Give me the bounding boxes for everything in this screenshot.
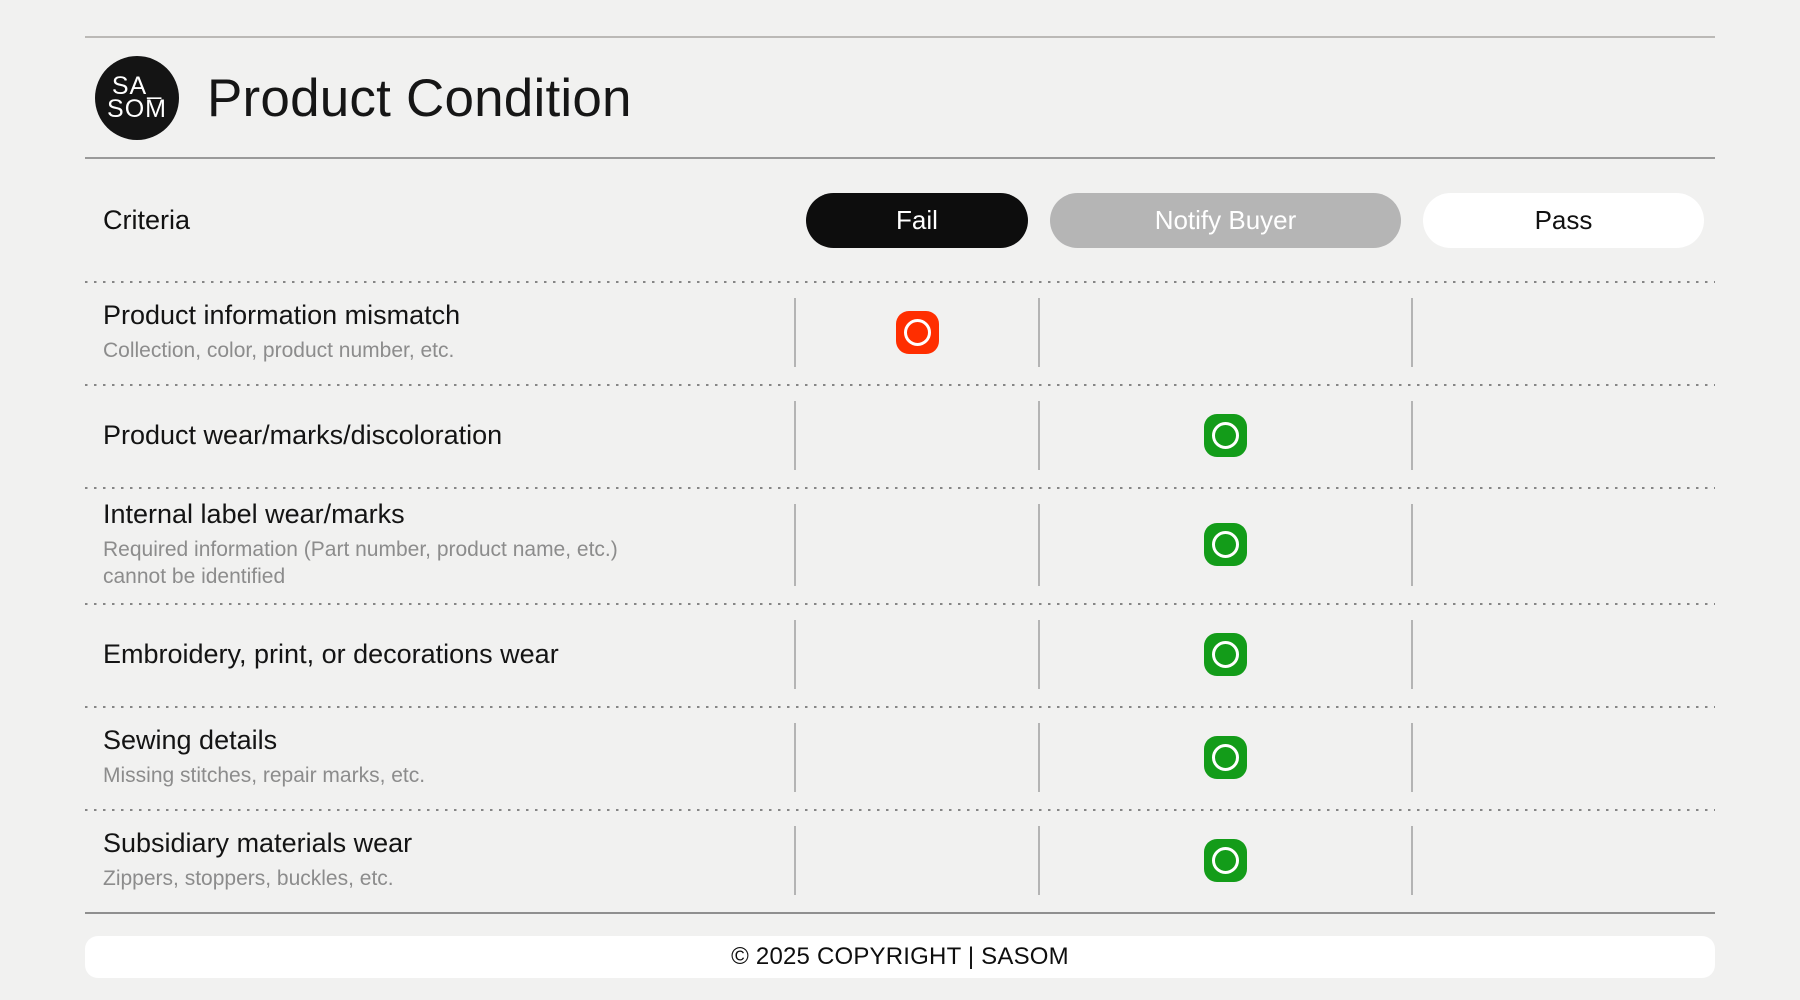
top-divider [85,36,1715,38]
fail-button[interactable]: Fail [806,192,1028,248]
criteria-cell: Subsidiary materials wear Zippers, stopp… [85,809,795,912]
notify-buyer-button[interactable]: Notify Buyer [1050,192,1401,248]
row-title: Embroidery, print, or decorations wear [103,638,559,669]
table-row: Product information mismatch Collection,… [85,281,1715,384]
criteria-column-label: Criteria [103,204,191,235]
table-row: Subsidiary materials wear Zippers, stopp… [85,808,1715,912]
pass-cell [1411,487,1715,603]
circle-outline-glyph [1212,531,1239,559]
row-title: Product wear/marks/discoloration [103,420,503,450]
circle-outline-glyph [1212,422,1239,449]
row-title: Sewing details [103,724,278,755]
criteria-cell: Sewing details Missing stitches, repair … [85,706,795,809]
row-subtitle: Missing stitches, repair marks, etc. [103,763,426,787]
notify-cell [1038,706,1412,809]
circle-outline-glyph [1212,743,1239,771]
pass-cell [1411,384,1715,487]
notify-cell [1038,603,1412,706]
notify-cell [1038,809,1412,912]
notify-marker-icon [1204,632,1247,676]
criteria-cell: Product information mismatch Collection,… [85,281,795,384]
sasom-logo-icon: SA_ SOM [95,56,179,140]
criteria-cell: Embroidery, print, or decorations wear [85,603,795,706]
bottom-divider [85,911,1715,914]
pass-cell [1411,281,1715,384]
circle-outline-glyph [903,319,931,346]
page-title: Product Condition [207,68,632,128]
pass-cell [1411,603,1715,706]
notify-cell [1038,384,1412,487]
criteria-cell: Internal label wear/marks Required infor… [85,487,795,603]
copyright-bar: © 2025 COPYRIGHT | SASOM [85,935,1715,978]
logo-line-1: SA_ [111,71,163,100]
logo-line-2: SOM [107,95,167,123]
fail-cell [794,809,1039,912]
row-subtitle: Required information (Part number, produ… [103,538,618,589]
notify-cell [1038,487,1412,603]
row-title: Internal label wear/marks [103,499,405,529]
page-footer: © 2025 COPYRIGHT | SASOM [85,935,1715,978]
pass-cell [1411,706,1715,809]
column-header-row: Criteria Fail Notify Buyer Pass [85,159,1715,281]
row-subtitle: Zippers, stoppers, buckles, etc. [103,866,394,890]
notify-marker-icon [1204,838,1247,882]
header-divider [85,157,1715,159]
row-title: Subsidiary materials wear [103,827,413,858]
page-root: SA_ SOM Product Condition Criteria Fail … [85,36,1715,978]
fail-cell [794,281,1039,384]
row-title: Product information mismatch [103,300,461,331]
criteria-cell: Product wear/marks/discoloration [85,384,795,487]
pass-cell [1411,809,1715,912]
fail-cell [794,603,1039,706]
circle-outline-glyph [1212,640,1239,668]
table-row: Product wear/marks/discoloration [85,384,1715,487]
fail-cell [794,487,1039,603]
fail-cell [794,384,1039,487]
notify-cell [1038,281,1412,384]
notify-marker-icon [1204,414,1247,457]
page-header: SA_ SOM Product Condition [85,38,1715,157]
notify-marker-icon [1204,735,1247,779]
table-row: Sewing details Missing stitches, repair … [85,705,1715,809]
condition-rows: Product information mismatch Collection,… [85,281,1715,912]
notify-marker-icon [1204,523,1247,567]
circle-outline-glyph [1212,846,1239,874]
table-row: Internal label wear/marks Required infor… [85,487,1715,603]
fail-cell [794,706,1039,809]
fail-marker-icon [895,311,939,354]
row-subtitle: Collection, color, product number, etc. [103,339,455,363]
table-row: Embroidery, print, or decorations wear [85,602,1715,706]
pass-button[interactable]: Pass [1423,192,1704,248]
